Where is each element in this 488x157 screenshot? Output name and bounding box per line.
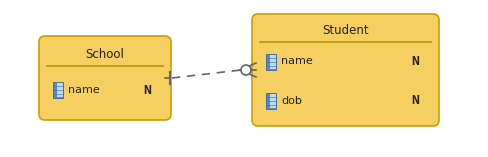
- FancyBboxPatch shape: [251, 14, 438, 126]
- Text: name: name: [68, 85, 100, 95]
- Text: N: N: [142, 84, 151, 97]
- FancyBboxPatch shape: [269, 54, 275, 68]
- Text: Student: Student: [322, 24, 368, 38]
- FancyBboxPatch shape: [265, 54, 275, 70]
- FancyBboxPatch shape: [39, 36, 171, 120]
- FancyBboxPatch shape: [265, 92, 275, 108]
- Text: N: N: [410, 55, 418, 68]
- FancyBboxPatch shape: [53, 82, 63, 98]
- Text: dob: dob: [281, 95, 301, 106]
- Text: School: School: [85, 48, 124, 60]
- Text: N: N: [410, 94, 418, 107]
- Circle shape: [241, 65, 250, 75]
- FancyBboxPatch shape: [269, 94, 275, 108]
- FancyBboxPatch shape: [57, 83, 62, 97]
- Text: name: name: [281, 57, 312, 67]
